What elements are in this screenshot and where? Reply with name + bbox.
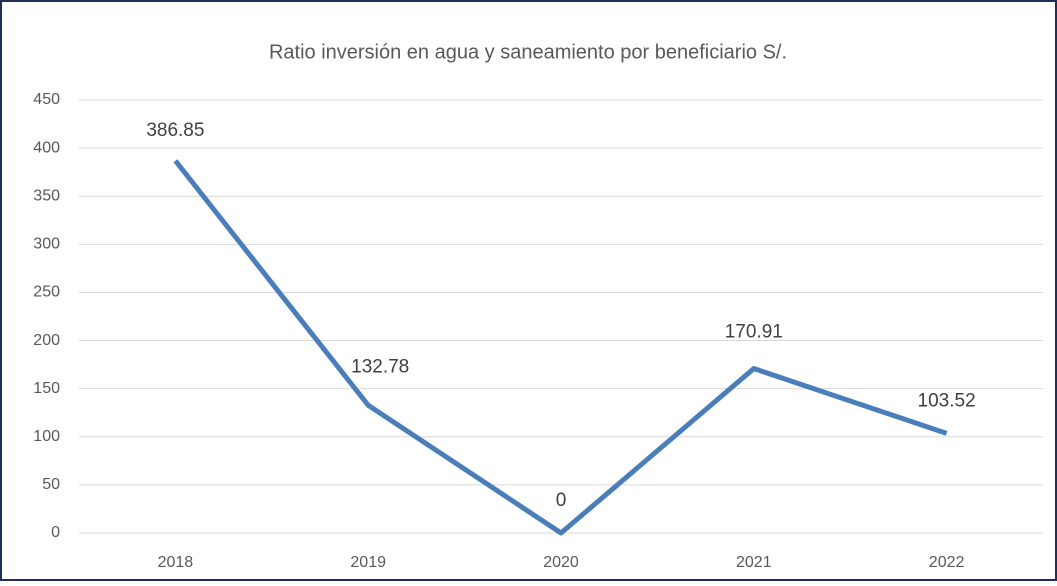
- x-tick-label: 2018: [158, 554, 194, 571]
- data-label: 132.78: [351, 356, 409, 377]
- y-tick-label: 150: [33, 380, 60, 397]
- chart-title: Ratio inversión en agua y saneamiento po…: [269, 41, 787, 63]
- y-tick-label: 0: [51, 524, 60, 541]
- y-tick-label: 50: [42, 476, 60, 493]
- x-tick-label: 2022: [929, 554, 965, 571]
- y-tick-label: 350: [33, 187, 60, 204]
- x-tick-label: 2019: [350, 554, 386, 571]
- x-tick-label: 2020: [543, 554, 579, 571]
- y-tick-label: 100: [33, 428, 60, 445]
- data-label: 170.91: [725, 322, 783, 343]
- series-line: [173, 159, 948, 536]
- data-label: 103.52: [918, 390, 976, 411]
- y-tick-label: 200: [33, 332, 60, 349]
- y-tick-label: 400: [33, 139, 60, 156]
- data-label: 386.85: [146, 120, 204, 141]
- y-tick-label: 250: [33, 284, 60, 301]
- y-tick-label: 450: [33, 91, 60, 108]
- data-label: 0: [556, 490, 567, 511]
- y-tick-label: 300: [33, 236, 60, 253]
- x-tick-label: 2021: [736, 554, 772, 571]
